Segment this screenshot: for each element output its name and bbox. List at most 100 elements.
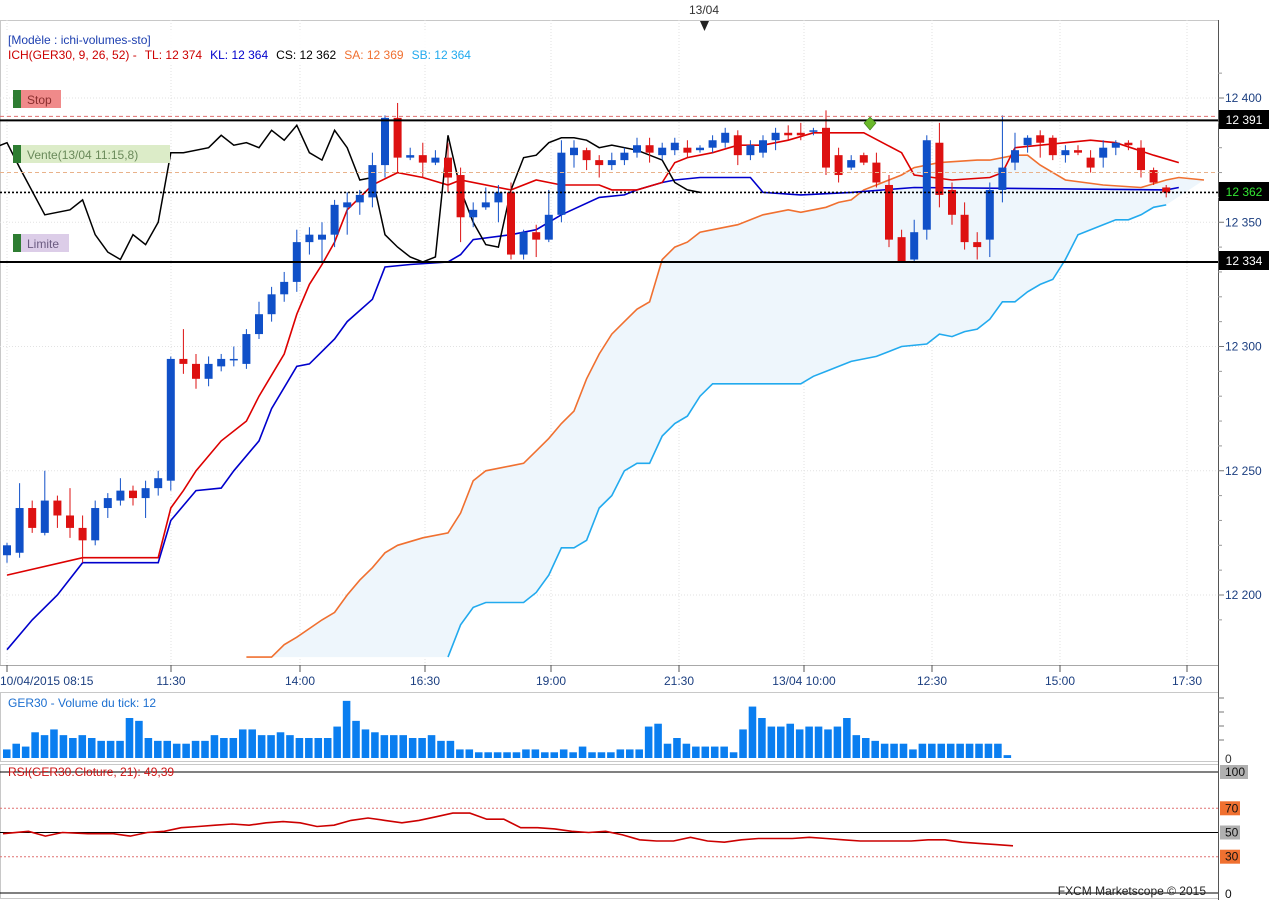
volume-bar	[994, 743, 1002, 758]
volume-bar	[512, 752, 521, 758]
candlestick	[242, 329, 251, 369]
candle-body	[532, 232, 541, 240]
volume-bar	[380, 735, 389, 758]
candle-body	[179, 358, 188, 364]
candle-body	[746, 145, 755, 156]
volume-bar	[323, 738, 332, 758]
candlestick	[973, 232, 982, 260]
rsi-axis: 100 70 50 30 0	[1220, 765, 1248, 900]
candlestick	[66, 488, 74, 538]
volume-bar	[135, 720, 143, 758]
candle-body	[948, 189, 956, 215]
candle-body	[431, 157, 440, 163]
volume-bar	[446, 740, 455, 758]
candlestick	[192, 353, 200, 389]
stop-price-tag: 12 391	[1219, 110, 1269, 129]
candle-body	[1111, 142, 1120, 148]
candle-body	[393, 117, 402, 158]
candle-body	[733, 135, 742, 156]
buy-signal-arrow-icon[interactable]	[863, 116, 877, 131]
limit-order-tag[interactable]: Limite	[13, 234, 69, 252]
candle-body	[1011, 150, 1019, 163]
volume-bar	[871, 740, 879, 758]
volume-bar	[531, 749, 540, 758]
volume-bar	[390, 735, 398, 758]
candlestick	[40, 470, 49, 536]
sell-order-tag[interactable]: Vente(13/04 11:15,8)	[13, 145, 170, 163]
time-tick-label: 11:30	[156, 674, 185, 688]
volume-bar	[465, 749, 474, 758]
sell-order-label: Vente(13/04 11:15,8)	[27, 148, 138, 162]
candlestick	[204, 356, 213, 387]
candle-body	[1036, 135, 1045, 143]
rsi-line	[2, 812, 1014, 847]
time-tick-label: 12:30	[917, 674, 947, 688]
rsi-level-tag	[1220, 849, 1240, 864]
candlestick	[154, 470, 163, 496]
candle-body	[103, 498, 112, 509]
candlestick	[305, 227, 314, 255]
candlestick	[1162, 184, 1171, 198]
candle-body	[897, 237, 906, 263]
candlestick	[494, 184, 503, 223]
candle-body	[1137, 147, 1145, 171]
candle-body	[343, 202, 352, 208]
volume-bar	[229, 738, 238, 758]
volume-bar	[21, 746, 30, 758]
volume-bar	[843, 718, 851, 758]
volume-bar	[333, 726, 341, 758]
volume-bar	[795, 729, 804, 758]
candlestick	[834, 147, 843, 183]
candlestick	[343, 192, 352, 235]
volume-bar	[399, 735, 407, 758]
volume-bar	[701, 746, 710, 758]
candle-body	[381, 117, 389, 166]
candlestick	[570, 140, 578, 168]
volume-bar	[616, 749, 625, 758]
candle-body	[116, 490, 125, 501]
volume-bars-layer	[3, 700, 1012, 758]
volume-bar	[559, 749, 568, 758]
volume-bar	[909, 749, 917, 758]
volume-bar	[97, 740, 105, 758]
volume-bar	[578, 746, 587, 758]
candlestick	[3, 542, 11, 563]
volume-bar	[928, 743, 936, 758]
candlestick	[1048, 135, 1057, 161]
candle-body	[15, 508, 24, 553]
indicator-header: ICH(GER30, 9, 26, 52) - TL: 12 374 KL: 12 …	[8, 48, 471, 62]
candlestick	[519, 229, 528, 260]
candle-body	[822, 127, 830, 168]
candle-body	[456, 175, 465, 218]
stop-order-tag[interactable]: Stop	[13, 90, 61, 108]
candlestick	[1099, 140, 1108, 168]
volume-bar	[786, 723, 795, 758]
limit-price-label: 12 334	[1226, 254, 1263, 268]
candlestick	[784, 125, 793, 141]
time-tick-label: 19:00	[536, 674, 566, 688]
candle-body	[847, 160, 856, 168]
volume-bar	[861, 738, 870, 758]
candlestick	[582, 147, 591, 171]
candlestick	[28, 500, 37, 533]
stop-order-label: Stop	[27, 93, 52, 107]
candle-body	[444, 157, 452, 178]
rsi-level-label: 30	[1225, 850, 1239, 864]
price-tick-label: 12 250	[1225, 464, 1262, 478]
candlestick	[683, 140, 692, 158]
candlestick	[532, 224, 541, 258]
volume-bar	[342, 700, 351, 758]
volume-bar	[880, 743, 889, 758]
current-price-label: 12 362	[1226, 185, 1263, 199]
candlestick	[1023, 135, 1032, 153]
candle-body	[519, 232, 528, 255]
indicator-value: ICH(GER30, 9, 26, 52) -	[8, 48, 137, 62]
volume-bar	[69, 738, 77, 758]
candlestick	[406, 147, 415, 161]
candlestick	[78, 515, 87, 563]
volume-bar	[682, 743, 691, 758]
candlestick	[456, 167, 465, 243]
rsi-title: RSI(GER30.Cloture, 21): 49,39	[8, 765, 174, 779]
candlestick	[267, 286, 276, 322]
